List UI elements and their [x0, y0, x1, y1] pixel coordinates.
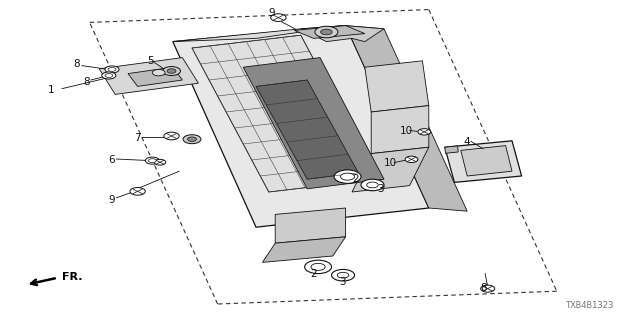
Polygon shape: [173, 26, 429, 227]
Circle shape: [145, 157, 159, 164]
Circle shape: [130, 188, 145, 195]
Text: FR.: FR.: [62, 272, 83, 283]
Text: 8: 8: [74, 59, 80, 69]
Circle shape: [154, 159, 166, 165]
Polygon shape: [99, 58, 198, 94]
Polygon shape: [365, 61, 429, 112]
Polygon shape: [262, 237, 346, 262]
Circle shape: [340, 173, 355, 180]
Polygon shape: [445, 146, 458, 153]
Text: 6: 6: [109, 155, 115, 165]
Circle shape: [167, 69, 176, 73]
Circle shape: [188, 137, 196, 141]
Circle shape: [332, 269, 355, 281]
Circle shape: [305, 260, 332, 274]
Polygon shape: [461, 146, 512, 176]
Text: 3: 3: [378, 184, 384, 194]
Polygon shape: [371, 106, 429, 154]
Circle shape: [418, 129, 431, 135]
Text: 5: 5: [147, 56, 154, 66]
Text: TXB4B1323: TXB4B1323: [566, 301, 614, 310]
Polygon shape: [294, 26, 365, 38]
Circle shape: [334, 170, 361, 183]
Circle shape: [102, 72, 116, 79]
Circle shape: [315, 26, 338, 38]
Circle shape: [367, 182, 378, 188]
Circle shape: [152, 69, 165, 76]
Text: 10: 10: [400, 126, 413, 136]
Polygon shape: [275, 208, 346, 243]
Circle shape: [105, 66, 119, 73]
Circle shape: [164, 132, 179, 140]
Circle shape: [361, 179, 384, 191]
Polygon shape: [301, 26, 384, 42]
Circle shape: [183, 135, 201, 144]
Text: 3: 3: [339, 277, 346, 287]
Polygon shape: [445, 141, 522, 182]
Polygon shape: [192, 35, 378, 192]
Text: 8: 8: [480, 283, 486, 293]
Polygon shape: [128, 67, 182, 86]
Polygon shape: [352, 147, 429, 192]
Text: 10: 10: [384, 158, 397, 168]
Polygon shape: [243, 58, 384, 189]
Circle shape: [108, 68, 116, 71]
Text: 7: 7: [134, 132, 141, 143]
Circle shape: [311, 263, 325, 270]
Circle shape: [321, 29, 332, 35]
Text: 2: 2: [310, 268, 317, 279]
Text: 2: 2: [352, 174, 358, 184]
Text: 9: 9: [269, 8, 275, 18]
Circle shape: [337, 272, 349, 278]
Circle shape: [405, 156, 418, 163]
Polygon shape: [346, 26, 467, 211]
Circle shape: [271, 14, 286, 21]
Circle shape: [105, 74, 113, 77]
Circle shape: [163, 67, 180, 76]
Text: 8: 8: [83, 76, 90, 87]
Text: 4: 4: [464, 137, 470, 148]
Polygon shape: [173, 26, 346, 42]
Circle shape: [481, 285, 495, 292]
Text: 9: 9: [109, 195, 115, 205]
Polygon shape: [256, 80, 358, 179]
Circle shape: [148, 159, 156, 163]
Text: 1: 1: [48, 84, 54, 95]
